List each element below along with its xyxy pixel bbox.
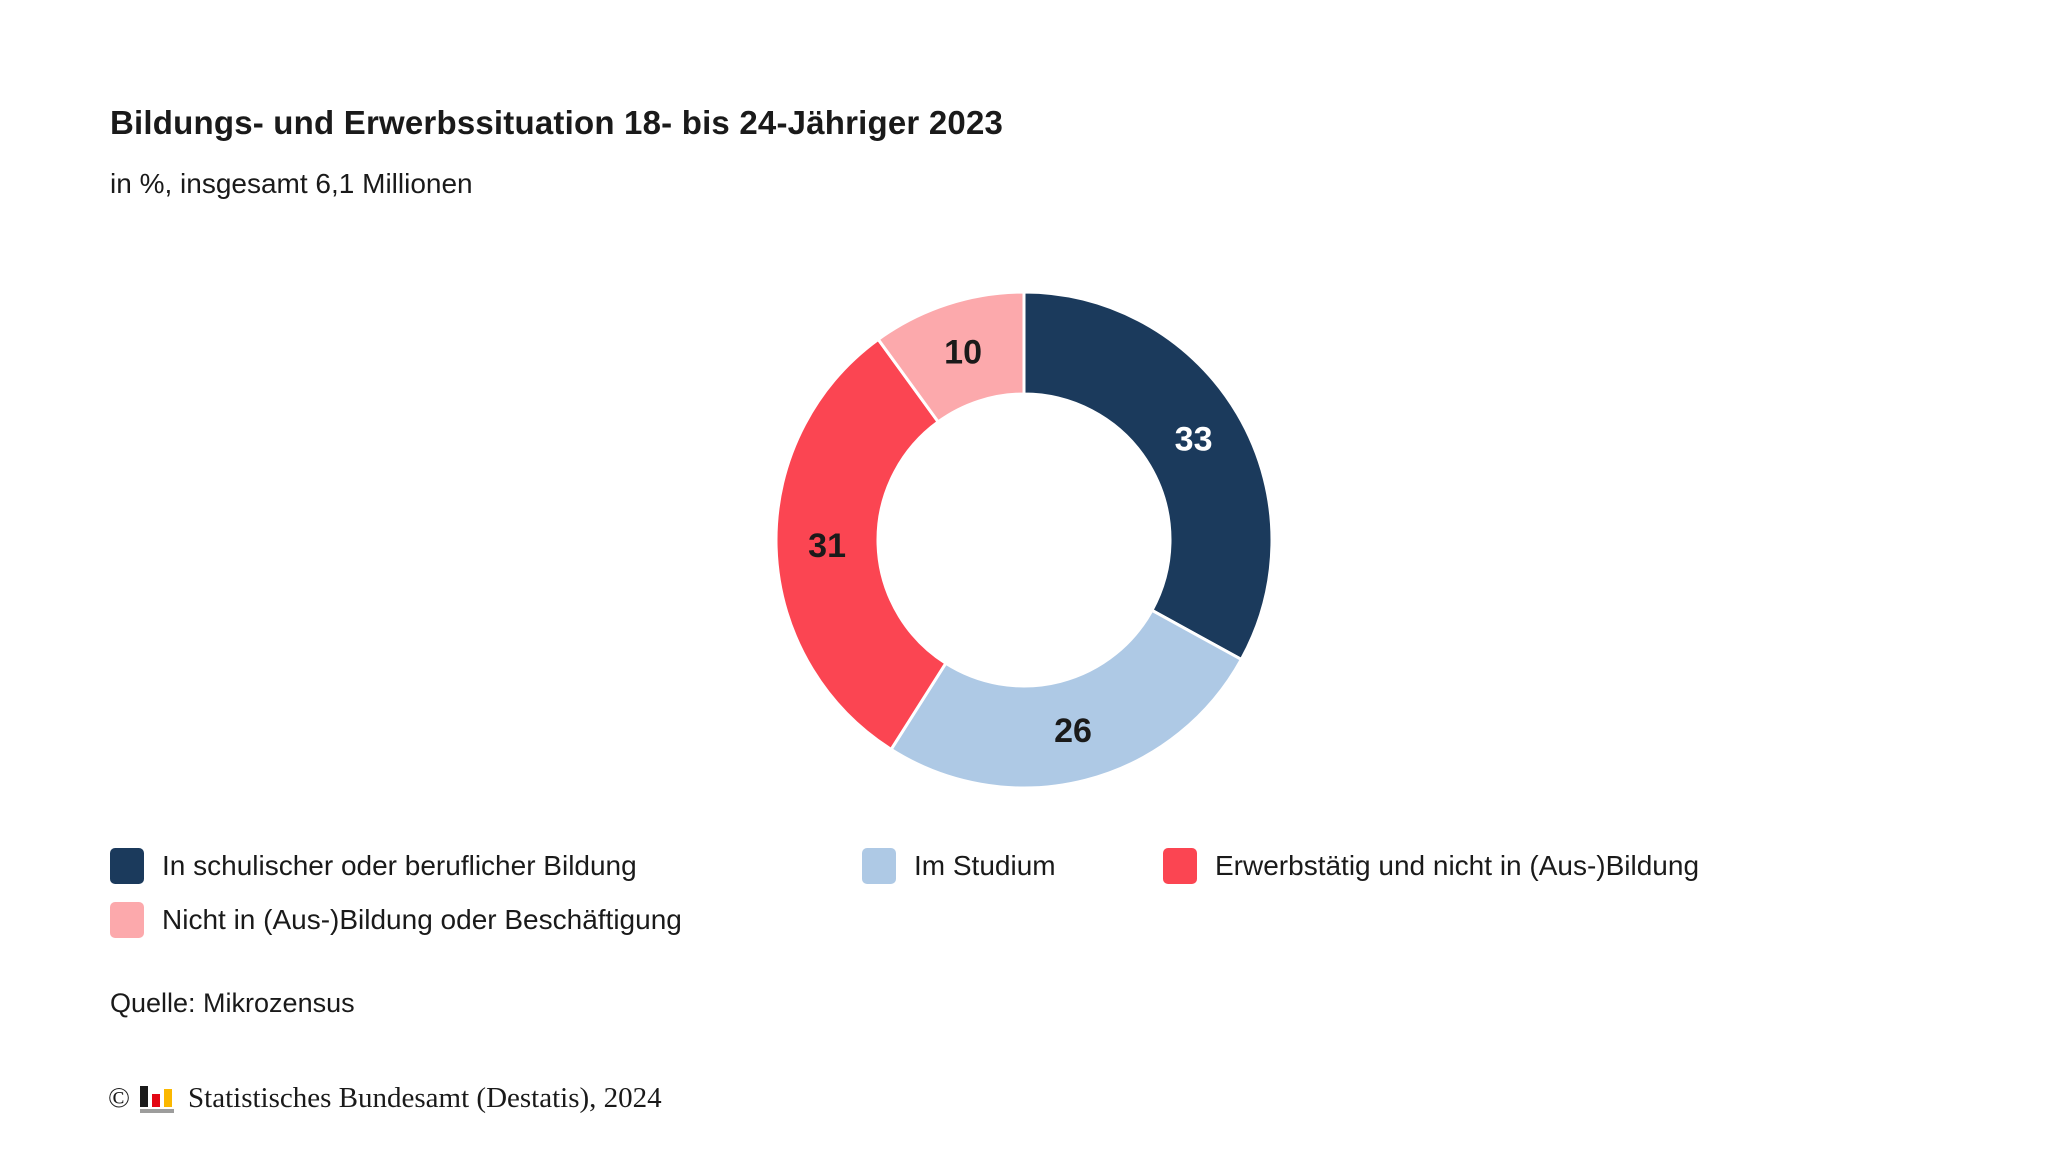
legend-item-1: In schulischer oder beruflicher Bildung xyxy=(110,848,637,884)
page-subtitle: in %, insgesamt 6,1 Millionen xyxy=(110,168,473,199)
donut-segment-3 xyxy=(774,337,948,752)
logo-bar-black xyxy=(140,1086,149,1107)
legend-item-3: Erwerbstätig und nicht in (Aus-)Bildung xyxy=(1163,848,1699,884)
slice-value-label-4: 10 xyxy=(944,334,982,372)
legend-label: Nicht in (Aus-)Bildung oder Beschäftigun… xyxy=(162,904,682,935)
footer-text: Statistisches Bundesamt (Destatis), 2024 xyxy=(188,1082,662,1114)
source-note: Quelle: Mikrozensus xyxy=(110,988,355,1018)
slice-value-label-3: 31 xyxy=(808,527,846,565)
logo-bar-red xyxy=(152,1094,161,1107)
legend-label: Erwerbstätig und nicht in (Aus-)Bildung xyxy=(1215,850,1700,881)
logo-baseline xyxy=(140,1109,175,1113)
copyright-symbol: © xyxy=(108,1082,131,1114)
donut-segment-1 xyxy=(1022,290,1274,662)
slice-value-label-1: 33 xyxy=(1175,421,1213,459)
donut-chart-svg: 33 26 31 10 xyxy=(774,290,1274,790)
legend-label: Im Studium xyxy=(914,850,1056,881)
legend-swatch-icon xyxy=(110,902,144,938)
legend-item-4: Nicht in (Aus-)Bildung oder Beschäftigun… xyxy=(110,902,682,938)
donut-segment-2 xyxy=(889,608,1244,790)
footer-credit: © Statistisches Bundesamt (Destatis), 20… xyxy=(108,1082,662,1115)
legend-swatch-icon xyxy=(1163,848,1197,884)
legend-item-2: Im Studium xyxy=(862,848,1056,884)
donut-chart: 33 26 31 10 xyxy=(744,260,1304,820)
legend-label: In schulischer oder beruflicher Bildung xyxy=(162,850,637,881)
page-title: Bildungs- und Erwerbssituation 18- bis 2… xyxy=(110,104,1004,141)
legend-swatch-icon xyxy=(862,848,896,884)
destatis-logo-icon xyxy=(140,1084,176,1113)
legend-swatch-icon xyxy=(110,848,144,884)
donut-segment-4 xyxy=(876,290,1026,424)
logo-bar-gold xyxy=(164,1089,173,1107)
slice-value-label-2: 26 xyxy=(1054,712,1092,750)
